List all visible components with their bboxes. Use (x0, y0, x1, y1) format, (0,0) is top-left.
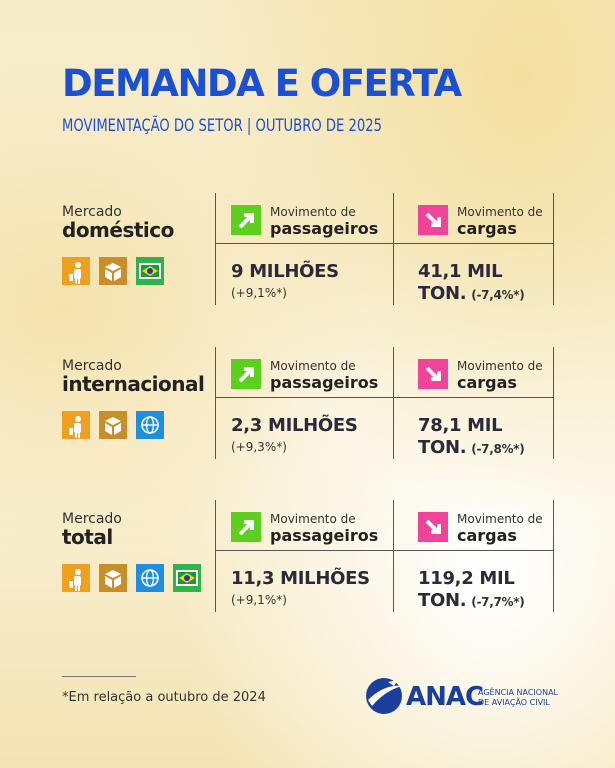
divider (393, 193, 394, 305)
icon (136, 564, 164, 592)
metric-label: Movimento de (457, 359, 543, 373)
icon (136, 564, 164, 596)
icon (62, 411, 90, 443)
metric-title: cargas (457, 219, 517, 238)
value-text: 2,3 MILHÕES (231, 415, 358, 436)
metric-value: TON. (-7,8%*) (418, 437, 525, 458)
title: DEMANDA E OFERTA (62, 62, 462, 105)
icon (173, 564, 201, 592)
icon (62, 564, 90, 596)
logo-text: AGÊNCIA NACIONAL DE AVIAÇÃO CIVIL (478, 688, 558, 708)
icon (136, 257, 164, 289)
icon (173, 564, 201, 596)
metric-title: passageiros (270, 526, 379, 545)
divider (393, 500, 394, 612)
metric-change: (+9,1%*) (231, 286, 287, 300)
metric-label: Movimento de (457, 205, 543, 219)
icon (62, 257, 90, 285)
footnote-rule (62, 676, 136, 677)
market-name: total (62, 525, 113, 549)
metric-value: TON. (-7,4%*) (418, 283, 525, 304)
icon (99, 257, 127, 285)
arrow-icon (418, 359, 448, 393)
icon (62, 411, 90, 439)
icon (136, 411, 164, 439)
value-text: 41,1 MIL (418, 261, 503, 282)
metric-value: 11,3 MILHÕES (231, 568, 370, 589)
value-text: TON. (418, 437, 467, 458)
footnote: *Em relação a outubro de 2024 (62, 690, 266, 705)
divider (215, 397, 553, 398)
metric-change: (-7,8%*) (471, 442, 525, 456)
icon (99, 411, 127, 439)
metric-label: Movimento de (270, 512, 356, 526)
metric-value: 41,1 MIL (418, 261, 503, 282)
icon (99, 257, 127, 289)
divider (553, 193, 554, 305)
value-text: 78,1 MIL (418, 415, 503, 436)
arrow-icon (231, 512, 261, 546)
divider (553, 347, 554, 459)
metric-change: (+9,1%*) (231, 593, 287, 607)
divider (215, 193, 216, 305)
metric-value: 2,3 MILHÕES (231, 415, 358, 436)
divider (215, 347, 216, 459)
divider (393, 347, 394, 459)
metric-label: Movimento de (270, 359, 356, 373)
logo-line: DE AVIAÇÃO CIVIL (478, 698, 550, 707)
value-text: TON. (418, 283, 467, 304)
icon (99, 411, 127, 443)
metric-value: 9 MILHÕES (231, 261, 339, 282)
market-label: Mercado (62, 511, 122, 527)
metric-change: (+9,3%*) (231, 440, 287, 454)
divider (215, 243, 553, 244)
arrow-icon (418, 512, 448, 546)
divider (553, 500, 554, 612)
arrow-icon (231, 359, 261, 393)
metric-label: Movimento de (270, 205, 356, 219)
icon (62, 257, 90, 289)
icon (136, 257, 164, 285)
icon (99, 564, 127, 592)
metric-value: 119,2 MIL (418, 568, 515, 589)
metric-title: cargas (457, 373, 517, 392)
metric-value: 78,1 MIL (418, 415, 503, 436)
value-text: 11,3 MILHÕES (231, 568, 370, 589)
metric-title: passageiros (270, 219, 379, 238)
metric-title: passageiros (270, 373, 379, 392)
icon (136, 411, 164, 443)
metric-label: Movimento de (457, 512, 543, 526)
market-label: Mercado (62, 358, 122, 374)
divider (215, 550, 553, 551)
market-name: doméstico (62, 218, 174, 242)
icon (62, 564, 90, 592)
value-text: 119,2 MIL (418, 568, 515, 589)
value-text: 9 MILHÕES (231, 261, 339, 282)
value-text: TON. (418, 590, 467, 611)
arrow-icon (418, 205, 448, 239)
logo-mark (366, 678, 402, 714)
divider (215, 500, 216, 612)
market-name: internacional (62, 372, 205, 396)
metric-change: (-7,4%*) (471, 288, 525, 302)
metric-title: cargas (457, 526, 517, 545)
logo-line: AGÊNCIA NACIONAL (478, 688, 559, 697)
logo-name: ANAC (406, 682, 484, 712)
metric-value: TON. (-7,7%*) (418, 590, 525, 611)
market-label: Mercado (62, 204, 122, 220)
metric-change: (-7,7%*) (471, 595, 525, 609)
subtitle: MOVIMENTAÇÃO DO SETOR | OUTUBRO DE 2025 (62, 116, 382, 136)
arrow-icon (231, 205, 261, 239)
icon (99, 564, 127, 596)
